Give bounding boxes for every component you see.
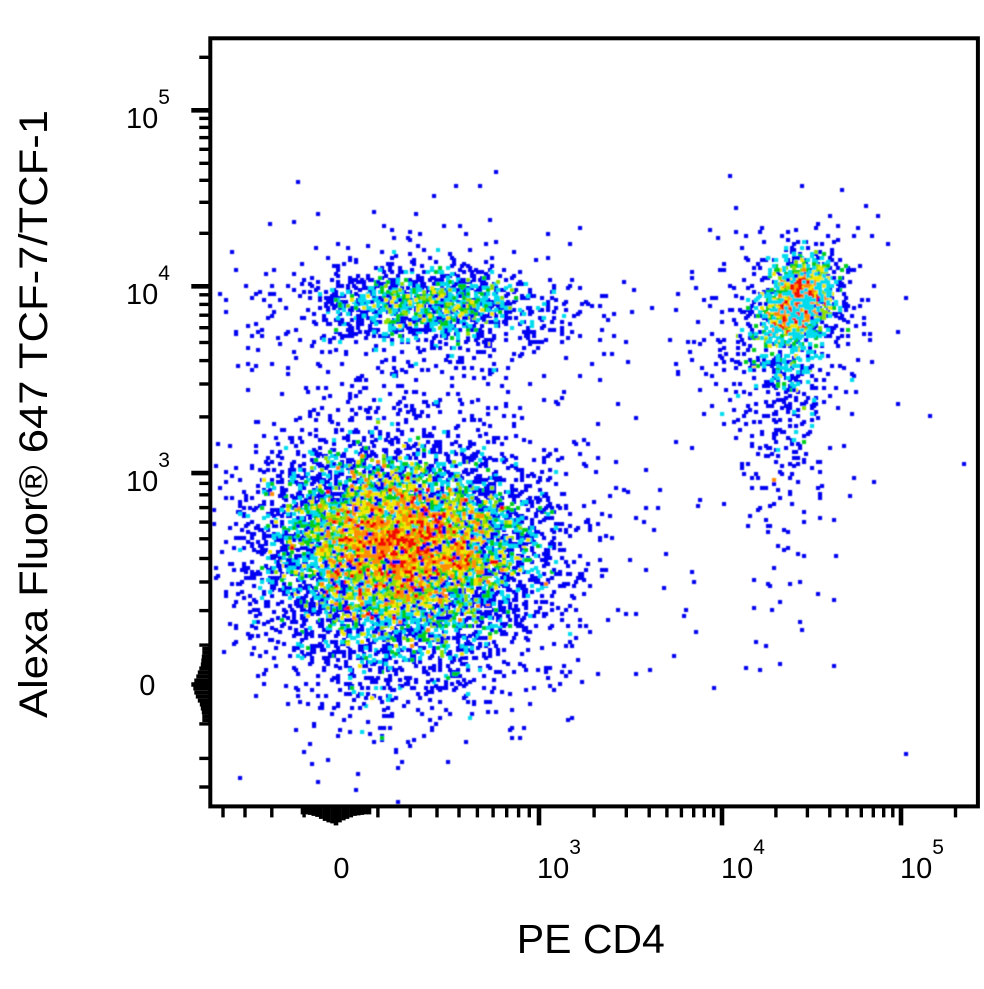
- svg-text:0: 0: [139, 670, 155, 702]
- svg-text:0: 0: [333, 853, 349, 885]
- svg-text:Alexa Fluor® 647 TCF-7/TCF-1: Alexa Fluor® 647 TCF-7/TCF-1: [12, 110, 56, 718]
- svg-text:PE CD4: PE CD4: [517, 916, 665, 962]
